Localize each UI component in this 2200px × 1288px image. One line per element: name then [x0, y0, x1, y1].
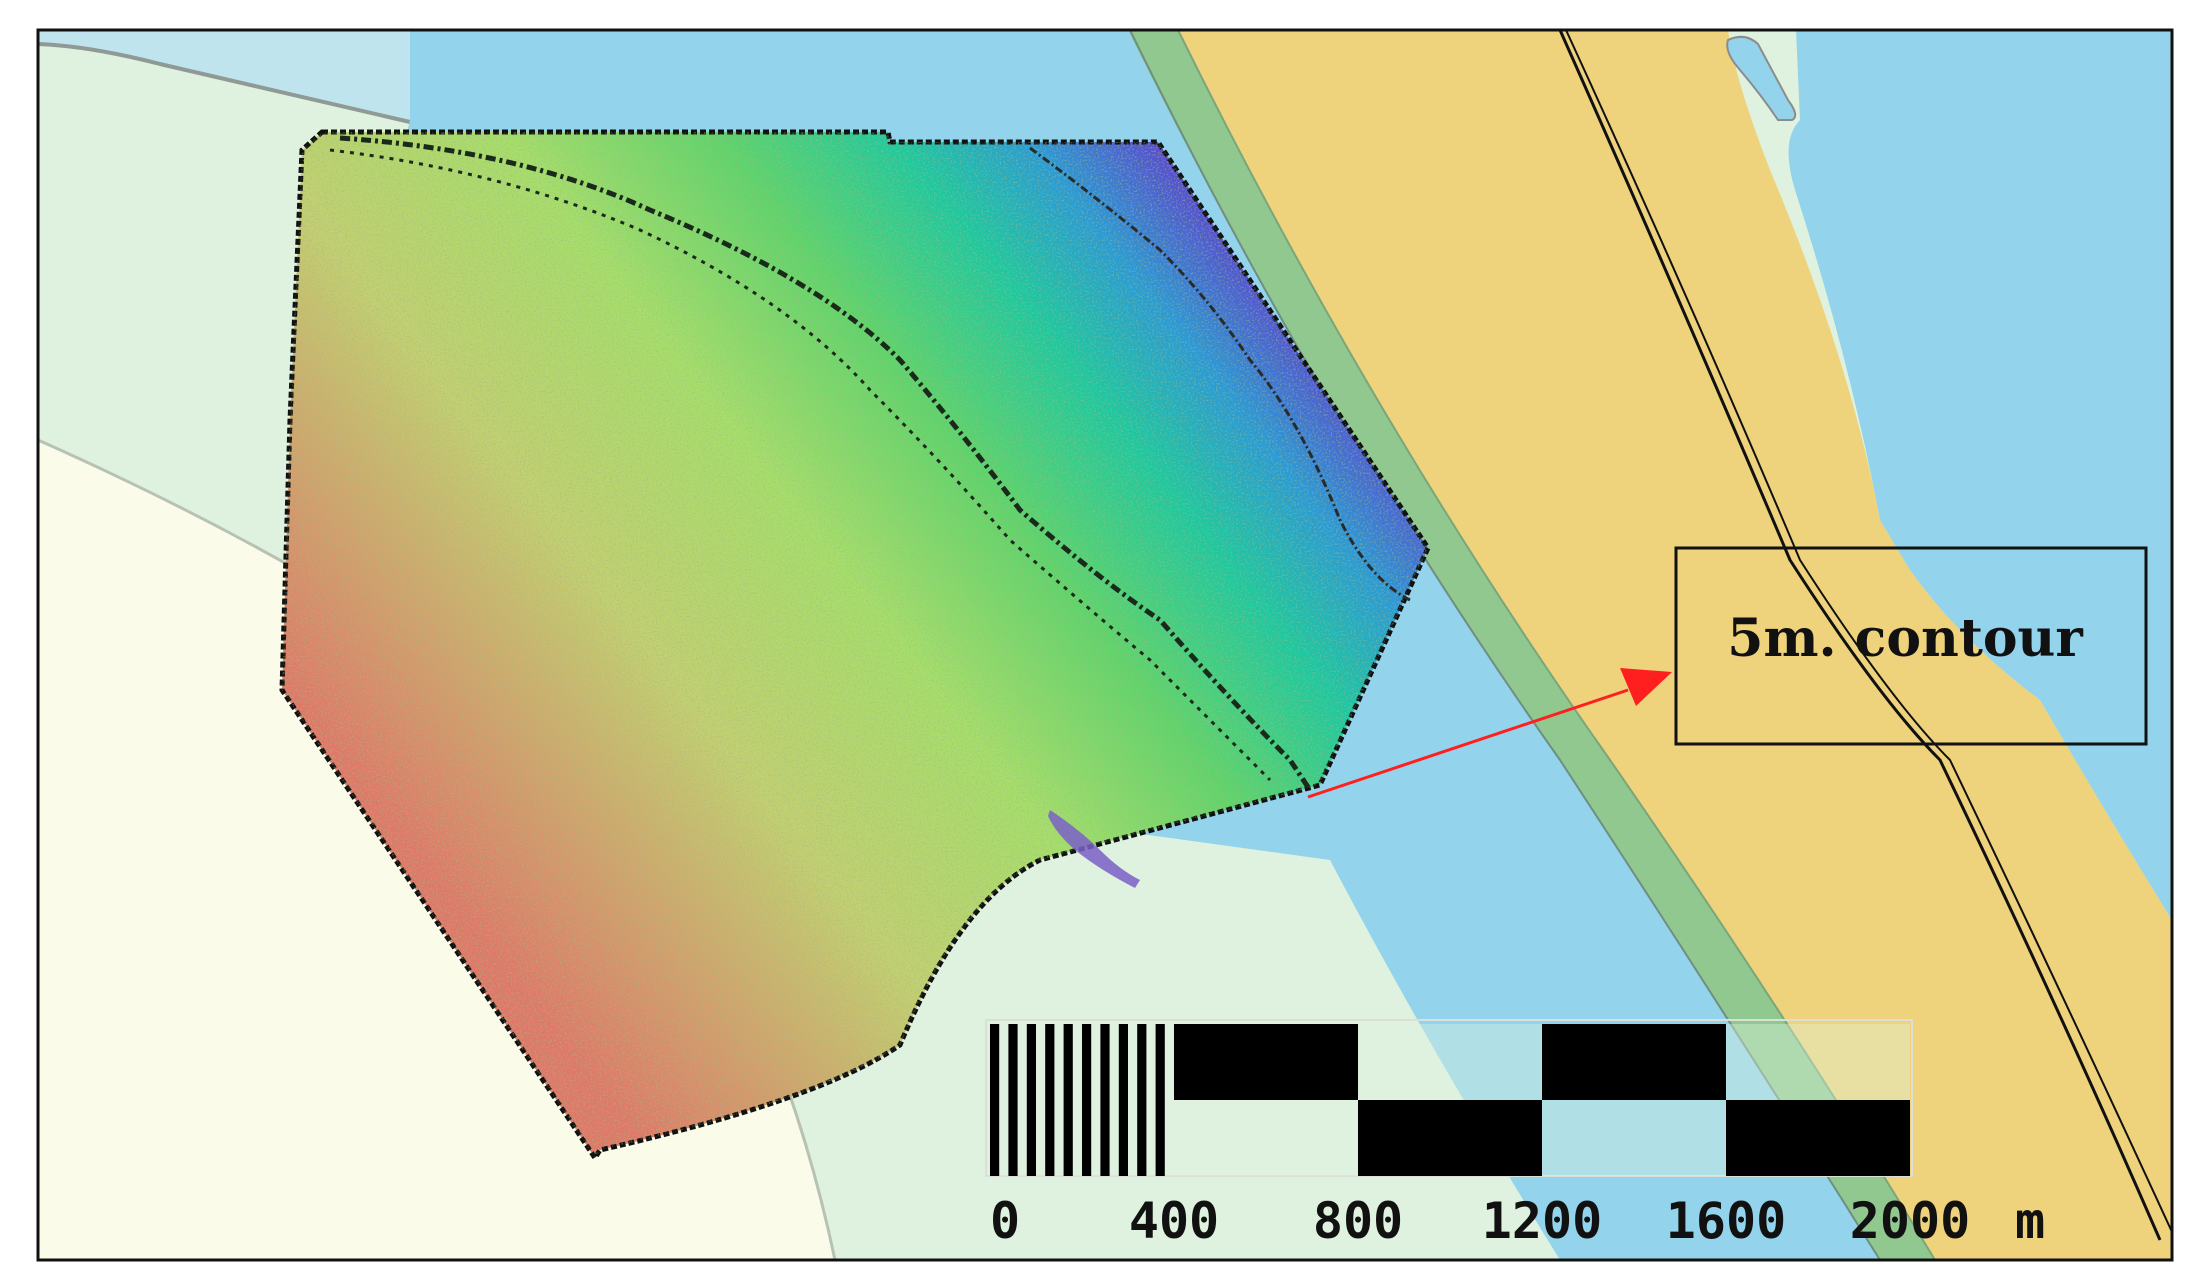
bathymetry-anomaly	[1048, 810, 1140, 888]
bank-strip	[1128, 30, 1935, 1260]
navigation-line-left	[1558, 30, 2162, 1241]
scale-bar: 0 400 800 1200 1600 2000 m	[985, 1019, 2045, 1250]
harbor-inlet	[1726, 35, 1797, 121]
scale-stripe-bottom	[1082, 1100, 1092, 1176]
scale-tick-label: 0	[990, 1192, 1020, 1250]
scale-segment	[1542, 1024, 1726, 1100]
scale-stripe-top	[1045, 1024, 1055, 1100]
scale-segment	[1726, 1100, 1910, 1176]
scale-stripe-bottom	[1118, 1100, 1128, 1176]
scale-stripe-bottom	[1137, 1100, 1147, 1176]
contour-callout: 5m. contour	[1307, 546, 2148, 799]
scale-tick-label: 800	[1313, 1192, 1403, 1250]
scale-stripe-top	[1155, 1024, 1165, 1100]
scale-bar-blocks	[990, 1024, 1910, 1176]
scale-stripe-top	[1100, 1024, 1110, 1100]
scale-stripe-top	[1082, 1024, 1092, 1100]
scale-tick-label: 400	[1129, 1192, 1219, 1250]
contour-line-deep	[1029, 146, 1411, 602]
scale-stripe-top	[1137, 1024, 1147, 1100]
shallow-water-area	[38, 30, 410, 120]
scale-segment	[1358, 1100, 1542, 1176]
scale-stripe-bottom	[1045, 1100, 1055, 1176]
scale-stripe-top	[1026, 1024, 1036, 1100]
callout-box	[1674, 546, 2148, 746]
contour-line-5m	[339, 135, 1313, 792]
scale-stripe-top	[1063, 1024, 1073, 1100]
scale-stripe-top	[990, 1024, 1000, 1100]
scale-stripe-top	[1008, 1024, 1018, 1100]
callout-arrowhead-icon	[1620, 668, 1672, 706]
callout-label: 5m. contour	[1727, 608, 2083, 669]
scale-stripe-bottom	[1026, 1100, 1036, 1176]
scale-stripe-bottom	[1063, 1100, 1073, 1176]
scale-tick-label: 1600	[1666, 1192, 1786, 1250]
scale-segment	[1174, 1024, 1358, 1100]
scale-stripe-bottom	[990, 1100, 1000, 1176]
scale-stripe-bottom	[1155, 1100, 1165, 1176]
scale-tick-label: 1200	[1482, 1192, 1602, 1250]
scale-stripe-bottom	[1100, 1100, 1110, 1176]
scale-unit-label: m	[2015, 1192, 2045, 1250]
callout-arrow	[1307, 688, 1629, 799]
scale-stripe-bottom	[1008, 1100, 1018, 1176]
scale-tick-label: 2000	[1850, 1192, 1970, 1250]
right-water-area	[1788, 30, 2172, 920]
map-frame	[36, 28, 2174, 1262]
scale-stripe-top	[1118, 1024, 1128, 1100]
navigation-line-right	[1565, 30, 2172, 1233]
